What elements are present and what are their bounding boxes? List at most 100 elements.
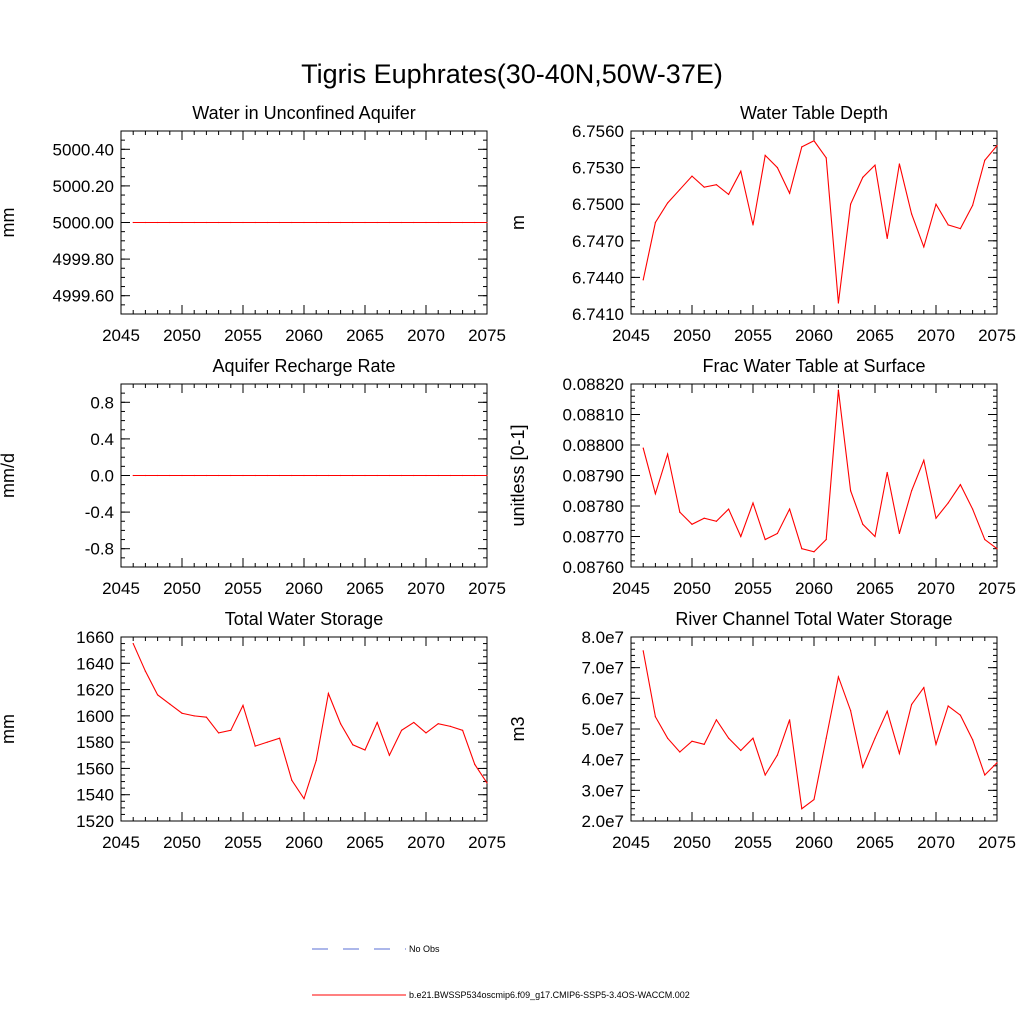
data-point [715, 719, 718, 721]
chart-panel-5: Total Water Storage mm 2045 2050 2055 2060 206… [0, 609, 506, 852]
data-point [193, 221, 195, 224]
data-point [691, 740, 693, 742]
x-tick-label: 2070 [917, 326, 955, 345]
data-point [425, 732, 427, 734]
data-point [715, 520, 718, 522]
data-point [935, 517, 937, 519]
y-tick-label: 1580 [76, 733, 114, 752]
x-tick-label: 2075 [978, 326, 1016, 345]
data-point [474, 763, 476, 766]
y-tick-label: 0.08790 [563, 467, 624, 486]
data-point [193, 474, 195, 477]
chart-panel-3: Aquifer Recharge Rate mm/d 2045 2050 2055 206… [0, 356, 506, 598]
x-tick-label: 2045 [102, 833, 140, 852]
data-point [425, 474, 427, 477]
data-point [703, 743, 705, 745]
data-point [703, 517, 705, 519]
y-tick-label: 0.08780 [563, 497, 624, 516]
y-tick-label: 6.7410 [572, 305, 624, 324]
plot-frame [630, 383, 998, 568]
data-point [205, 221, 207, 224]
data-point [144, 474, 146, 477]
y-tick-label: 0.08810 [563, 406, 624, 425]
y-tick-label: 5000.00 [53, 214, 114, 233]
panel-title: River Channel Total Water Storage [675, 609, 952, 629]
data-point [679, 511, 681, 513]
data-point [667, 737, 669, 739]
y-tick-label: 6.7440 [572, 268, 624, 287]
legend-label-no-obs: No Obs [409, 944, 440, 954]
data-point [315, 759, 317, 762]
y-tick-label: 0.4 [90, 430, 114, 449]
data-point [703, 186, 705, 188]
x-tick-label: 2045 [612, 579, 650, 598]
x-tick-label: 2075 [468, 579, 506, 598]
panels-container: Water in Unconfined Aquifer mm 2045 2050 205… [0, 103, 1016, 852]
data-point [291, 779, 293, 781]
y-tick-label: 2.0e7 [581, 812, 624, 831]
data-point [291, 474, 293, 477]
data-point [984, 159, 986, 161]
data-point [474, 474, 476, 477]
data-point [947, 705, 949, 707]
x-tick-label: 2050 [163, 326, 201, 345]
data-point [230, 729, 232, 731]
x-tick-label: 2065 [856, 579, 894, 598]
data-point [959, 714, 962, 716]
x-tick-label: 2065 [346, 579, 384, 598]
data-point [169, 703, 171, 705]
data-point [947, 502, 949, 504]
data-point [715, 184, 718, 186]
x-tick-label: 2050 [673, 579, 711, 598]
x-tick-label: 2060 [795, 326, 833, 345]
x-tick-label: 2050 [163, 833, 201, 852]
x-tick-label: 2075 [978, 579, 1016, 598]
data-point [486, 474, 488, 477]
data-point [996, 762, 998, 764]
data-point [801, 146, 803, 148]
y-tick-label: 0.08800 [563, 436, 624, 455]
data-point [340, 474, 342, 477]
data-point [642, 447, 644, 449]
x-tick-label: 2060 [795, 579, 833, 598]
y-tick-label: 6.7470 [572, 232, 624, 251]
y-tick-label: -0.8 [85, 540, 114, 559]
data-point [837, 389, 840, 391]
data-point [401, 221, 403, 224]
y-axis-label: unitless [0-1] [508, 424, 528, 526]
data-point [486, 221, 488, 224]
x-tick-label: 2070 [407, 579, 445, 598]
data-point [291, 221, 293, 224]
y-tick-label: 0.08820 [563, 375, 624, 394]
plot-frame [630, 636, 998, 822]
data-point [462, 221, 464, 224]
data-point [935, 743, 937, 745]
data-point [340, 221, 342, 224]
data-point [911, 213, 913, 215]
data-point [923, 459, 925, 461]
data-point [327, 221, 329, 224]
data-point [437, 723, 439, 725]
data-point [728, 193, 730, 196]
y-axis-label: mm/d [0, 453, 18, 498]
chart-panel-2: Water Table Depth m 2045 2050 2055 2060 2065 20… [508, 103, 1016, 345]
y-tick-label: 8.0e7 [581, 628, 624, 647]
data-point [801, 548, 803, 550]
y-tick-label: 4999.60 [53, 287, 114, 306]
x-tick-label: 2055 [734, 579, 772, 598]
data-point [874, 535, 876, 538]
data-point [642, 650, 644, 652]
y-tick-label: 1640 [76, 654, 114, 673]
data-point [862, 176, 864, 178]
data-point [764, 774, 766, 776]
data-point [449, 725, 451, 727]
data-point [413, 221, 415, 224]
data-point [837, 676, 840, 678]
data-point [728, 508, 730, 510]
data-point [437, 474, 439, 477]
x-tick-label: 2055 [224, 326, 262, 345]
y-axis-label: m3 [508, 716, 528, 741]
data-point [996, 548, 998, 550]
data-point [654, 493, 657, 495]
x-tick-label: 2075 [468, 833, 506, 852]
